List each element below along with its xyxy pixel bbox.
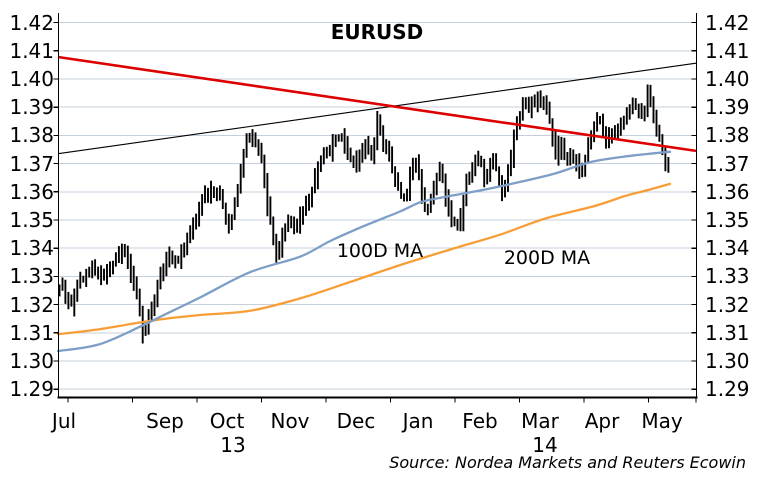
x-axis-month-label: Apr: [584, 409, 620, 433]
y-axis-label-left: 1.42: [9, 11, 54, 35]
x-axis-month-label: Dec: [336, 409, 376, 433]
ma200-annotation: 200D MA: [503, 247, 591, 269]
x-axis-year-label: 14: [532, 433, 558, 457]
ascending-trendline: [57, 62, 697, 155]
x-axis-month-label: Sep: [146, 409, 184, 433]
x-axis-month-label: Jan: [402, 409, 434, 433]
y-axis-label-left: 1.35: [9, 208, 54, 232]
ma100-line: [56, 150, 672, 353]
x-axis-month-label: Mar: [521, 409, 559, 433]
y-axis-label-left: 1.29: [9, 377, 54, 401]
y-axis-label-left: 1.41: [9, 39, 54, 63]
y-axis-label-right: 1.31: [705, 321, 750, 345]
y-axis-label-left: 1.39: [9, 95, 54, 119]
y-axis-label-right: 1.40: [705, 67, 750, 91]
y-axis-label-left: 1.34: [9, 236, 54, 260]
y-axis-label-right: 1.29: [705, 377, 750, 401]
source-note: Source: Nordea Markets and Reuters Ecowi…: [389, 453, 746, 472]
chart-title: EURUSD: [330, 20, 424, 44]
y-axis-label-right: 1.39: [705, 95, 750, 119]
y-axis-label-right: 1.33: [705, 264, 750, 288]
y-axis-label-right: 1.36: [705, 180, 750, 204]
y-axis-label-right: 1.38: [705, 123, 750, 147]
x-axis-year-label: 13: [220, 433, 246, 457]
y-axis-label-right: 1.30: [705, 349, 750, 373]
x-axis-month-label: Nov: [270, 409, 310, 433]
y-axis-label-right: 1.42: [705, 11, 750, 35]
x-axis-month-label: Jul: [51, 409, 77, 433]
y-axis-label-left: 1.37: [9, 152, 54, 176]
x-axis-month-label: Feb: [462, 409, 498, 433]
y-axis-label-left: 1.30: [9, 349, 54, 373]
y-axis-label-left: 1.31: [9, 321, 54, 345]
x-axis-month-label: May: [641, 409, 683, 433]
y-axis-label-right: 1.41: [705, 39, 750, 63]
descending-trendline: [57, 55, 697, 153]
y-axis-label-right: 1.32: [705, 293, 750, 317]
y-axis-label-left: 1.40: [9, 67, 54, 91]
y-axis-label-left: 1.32: [9, 293, 54, 317]
y-axis-label-left: 1.38: [9, 123, 54, 147]
y-axis-label-right: 1.35: [705, 208, 750, 232]
y-axis-label-left: 1.36: [9, 180, 54, 204]
y-axis-label-right: 1.34: [705, 236, 750, 260]
y-axis-label-left: 1.33: [9, 264, 54, 288]
price-series: [58, 84, 670, 344]
x-axis-month-label: Oct: [209, 409, 245, 433]
ma100-annotation: 100D MA: [336, 240, 424, 262]
y-axis-label-right: 1.37: [705, 152, 750, 176]
